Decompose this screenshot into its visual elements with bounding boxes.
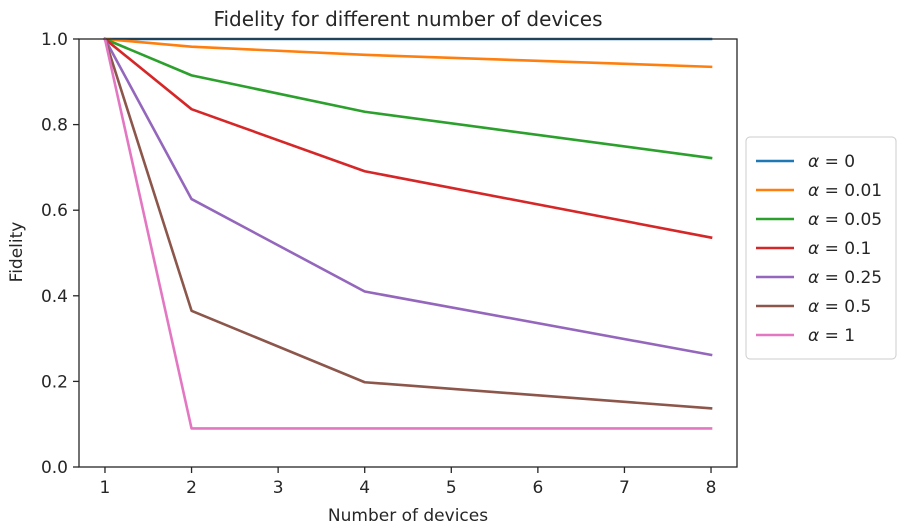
legend-entry-4: α = 0.25 <box>808 268 882 288</box>
y-tick-label: 0.0 <box>41 458 68 478</box>
legend-value: = 0.5 <box>819 297 871 317</box>
legend-value: = 0 <box>819 152 855 172</box>
y-tick-label: 0.2 <box>41 372 68 392</box>
x-tick-label: 7 <box>619 478 630 498</box>
x-tick-label: 3 <box>273 478 284 498</box>
legend-entry-6: α = 1 <box>808 326 855 346</box>
legend-symbol: α <box>808 239 819 259</box>
legend-symbol: α <box>808 268 819 288</box>
legend-value: = 1 <box>819 326 855 346</box>
legend-symbol: α <box>808 297 819 317</box>
x-tick-label: 8 <box>706 478 717 498</box>
x-tick-label: 1 <box>100 478 111 498</box>
legend-value: = 0.01 <box>819 181 882 201</box>
x-tick-label: 4 <box>359 478 370 498</box>
x-axis-label: Number of devices <box>328 506 488 526</box>
series-line-4 <box>103 37 713 357</box>
legend-symbol: α <box>808 181 819 201</box>
legend-value: = 0.1 <box>819 239 871 259</box>
legend-entry-5: α = 0.5 <box>808 297 871 317</box>
y-tick-label: 0.8 <box>41 116 68 136</box>
legend-value: = 0.25 <box>819 268 882 288</box>
y-tick-label: 0.4 <box>41 287 68 307</box>
legend-symbol: α <box>808 210 819 230</box>
plot-area <box>78 37 738 468</box>
series-line-6 <box>103 37 713 430</box>
legend: α = 0α = 0.01α = 0.05α = 0.1α = 0.25α = … <box>745 136 897 360</box>
x-tick-label: 2 <box>186 478 197 498</box>
series-line-5 <box>103 37 713 410</box>
y-axis-label: Fidelity <box>7 222 27 283</box>
x-tick-label: 6 <box>532 478 543 498</box>
legend-value: = 0.05 <box>819 210 882 230</box>
series-line-3 <box>103 37 713 240</box>
legend-symbol: α <box>808 326 819 346</box>
chart-title: Fidelity for different number of devices <box>213 7 602 31</box>
y-tick-label: 1.0 <box>41 30 68 50</box>
legend-entry-0: α = 0 <box>808 152 855 172</box>
x-axis: 1 2 3 4 5 6 7 8 <box>100 467 717 498</box>
legend-symbol: α <box>808 152 819 172</box>
legend-box <box>745 136 897 360</box>
legend-entry-3: α = 0.1 <box>808 239 871 259</box>
series-line-1 <box>103 37 713 69</box>
legend-entry-2: α = 0.05 <box>808 210 882 230</box>
y-tick-label: 0.6 <box>41 201 68 221</box>
x-tick-label: 5 <box>446 478 457 498</box>
y-axis: 0.0 0.2 0.4 0.6 0.8 1.0 <box>41 30 79 478</box>
plot-frame <box>78 38 738 468</box>
series-line-2 <box>103 37 713 160</box>
legend-entry-1: α = 0.01 <box>808 181 882 201</box>
